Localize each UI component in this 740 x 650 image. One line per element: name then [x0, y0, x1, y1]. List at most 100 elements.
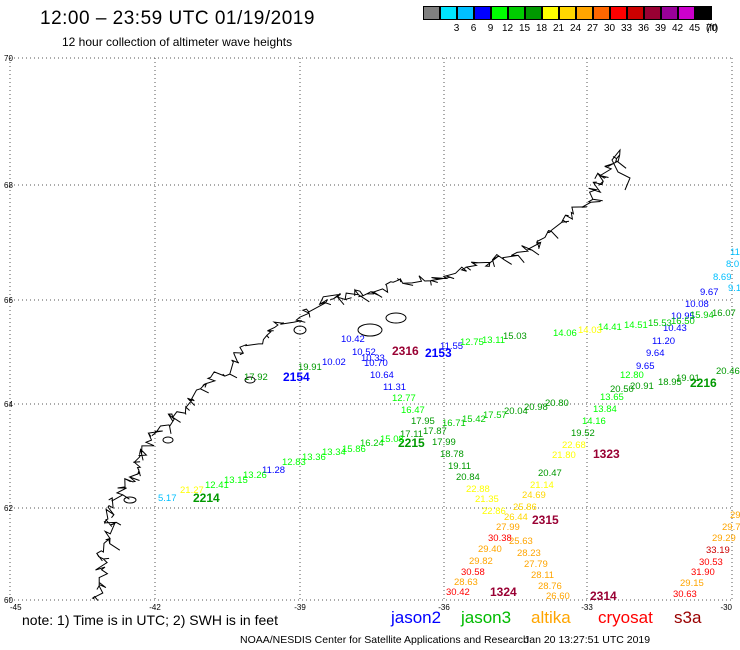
swh-value-label: 28.23	[517, 548, 541, 559]
swh-value-label: 10.33	[361, 353, 385, 364]
swh-value-label: 26.44	[504, 512, 528, 523]
pass-time-label: 2215	[398, 436, 425, 450]
swh-value-label: 22.86	[482, 506, 506, 517]
swh-value-label: 31.90	[691, 567, 715, 578]
pass-time-label: 1324	[490, 585, 517, 599]
swh-value-label: 10.43	[663, 323, 687, 334]
legend-label: 36	[637, 23, 650, 34]
swh-value-label: 13.15	[224, 475, 248, 486]
legend-label: 42	[671, 23, 684, 34]
legend-swatch	[559, 6, 576, 20]
swh-value-label: 15.94	[690, 310, 714, 321]
swh-value-label: 5.17	[158, 493, 177, 504]
swh-value-label: 29.29	[712, 533, 736, 544]
satellite-legend-altika: altika	[531, 608, 571, 627]
swh-value-label: 29.15	[680, 578, 704, 589]
legend-label: 15	[518, 23, 531, 34]
swh-value-label: 17.99	[432, 437, 456, 448]
credit-line: NOAA/NESDIS Center for Satellite Applica…	[240, 634, 529, 646]
swh-value-label: 24.69	[522, 490, 546, 501]
legend-label: 30	[603, 23, 616, 34]
swh-value-label: 25.63	[509, 536, 533, 547]
pass-time-label: 2314	[590, 589, 617, 603]
swh-value-label: 29	[730, 510, 740, 521]
swh-value-label: 20.91	[630, 381, 654, 392]
swh-value-label: 10.02	[322, 357, 346, 368]
island-outline	[293, 325, 307, 335]
swh-value-label: 18.78	[440, 449, 464, 460]
swh-value-label: 29.7	[722, 522, 740, 533]
swh-value-label: 20.46	[716, 366, 740, 377]
swh-value-label: 9.67	[700, 287, 719, 298]
lon-tick-label: -42	[149, 603, 161, 612]
lat-tick-label: 68	[4, 181, 13, 190]
swh-value-label: 25.86	[513, 502, 537, 513]
swh-value-label: 28.76	[538, 581, 562, 592]
lon-tick-label: -39	[294, 603, 306, 612]
swh-value-label: 22.88	[466, 484, 490, 495]
swh-value-label: 19.52	[571, 428, 595, 439]
swh-value-label: 12.41	[205, 480, 229, 491]
swh-value-label: 33.19	[706, 545, 730, 556]
swh-value-label: 30.58	[461, 567, 485, 578]
swh-value-label: 14.16	[582, 416, 606, 427]
legend-swatch	[525, 6, 542, 20]
swh-value-label: 20.04	[504, 406, 528, 417]
lat-tick-label: 62	[4, 504, 13, 513]
swh-value-label: 30.63	[673, 589, 697, 600]
swh-value-label: 15.42	[462, 414, 486, 425]
legend-swatch	[423, 6, 440, 20]
legend-label: 27	[586, 23, 599, 34]
swh-value-label: 13.84	[593, 404, 617, 415]
swh-value-label: 10.52	[352, 347, 376, 358]
swh-value-label: 13.36	[302, 452, 326, 463]
swh-value-label: 30.42	[446, 587, 470, 598]
legend-label: 18	[535, 23, 548, 34]
legend-swatch	[576, 6, 593, 20]
satellite-legend-s3a: s3a	[674, 608, 702, 627]
axis-tick-labels: -45 -42 -39 -36 -33 -30 60 62 64 66 68 70	[4, 54, 733, 612]
lon-tick-label: -36	[438, 603, 450, 612]
swh-value-label: 13.11	[482, 335, 505, 346]
swh-value-label: 30.38	[488, 533, 512, 544]
legend-label: 21	[552, 23, 565, 34]
swh-value-label: 12.80	[620, 370, 644, 381]
swh-value-label: 19.01	[676, 373, 700, 384]
coastline-path	[91, 148, 631, 601]
swh-value-label: 15.53	[648, 318, 672, 329]
legend-label: 6	[470, 23, 477, 34]
swh-value-label: 22.68	[562, 440, 586, 451]
swh-value-label: 15.86	[342, 444, 366, 455]
swh-value-label: 29.40	[478, 544, 502, 555]
lat-tick-label: 60	[4, 596, 13, 605]
swh-value-label: 9.17	[728, 283, 740, 294]
legend-swatch	[695, 6, 712, 20]
swh-value-label: 10.42	[341, 334, 365, 345]
generated-timestamp: Jan 20 13:27:51 UTC 2019	[524, 634, 651, 646]
swh-value-label: 16.24	[360, 438, 384, 449]
swh-value-label: 27.79	[524, 559, 548, 570]
swh-value-label: 14.06	[553, 328, 577, 339]
legend-label: 33	[620, 23, 633, 34]
legend-swatch	[491, 6, 508, 20]
legend-swatch	[593, 6, 610, 20]
lat-tick-label: 66	[4, 296, 13, 305]
footer-note: note: 1) Time is in UTC; 2) SWH is in fe…	[22, 612, 278, 628]
swh-value-label: 19.11	[448, 461, 471, 472]
swh-value-label: 21.35	[475, 494, 499, 505]
swh-value-label: 12.75	[460, 337, 484, 348]
satellite-legend-jason2: jason2	[391, 608, 442, 627]
legend-label: 9	[487, 23, 494, 34]
legend-swatch	[542, 6, 559, 20]
swh-value-label: 20.47	[538, 468, 562, 479]
legend-swatch	[457, 6, 474, 20]
swh-value-label: 17.95	[411, 416, 435, 427]
swh-value-label: 14.03	[578, 325, 602, 336]
legend-label: 39	[654, 23, 667, 34]
swh-value-label: 16.50	[671, 316, 695, 327]
island-outline	[162, 436, 174, 444]
swh-value-label: 20.50	[610, 384, 634, 395]
legend-label: 70	[705, 23, 718, 34]
legend-unit: (ft)	[706, 23, 719, 34]
